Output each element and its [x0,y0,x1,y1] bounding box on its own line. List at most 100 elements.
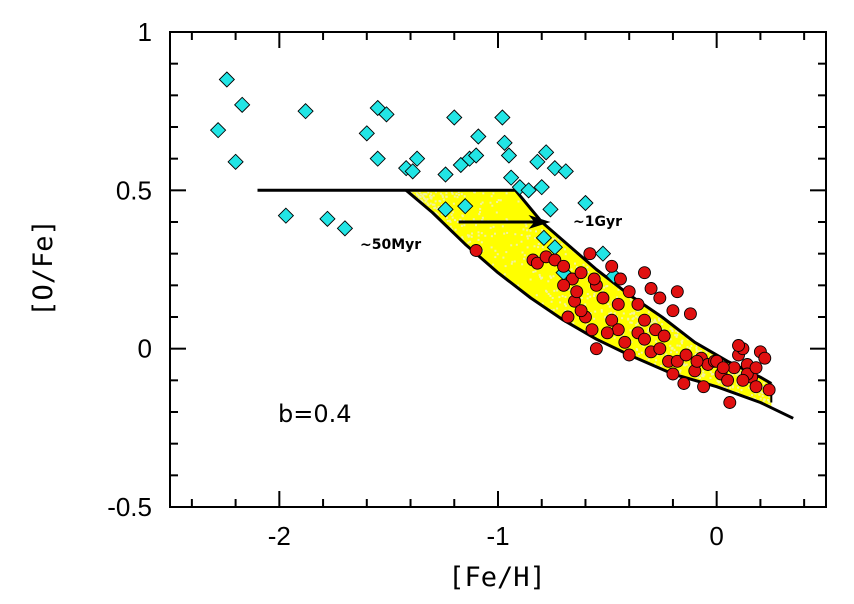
x-tick-label: -2 [268,521,291,551]
band-speckle [471,232,473,235]
circle-point [638,313,651,327]
band-speckle [466,234,469,237]
band-speckle [564,309,567,312]
circle-point [721,373,735,387]
diamond-point [542,201,559,218]
band-speckle [763,382,766,385]
diamond-point [336,220,354,237]
band-speckle [441,194,444,197]
band-speckle [682,362,685,365]
band-speckle [470,235,473,238]
band-speckle [658,319,661,322]
band-speckle [635,348,638,351]
band-speckle [425,193,428,196]
band-speckle [654,320,657,322]
band-speckle [731,386,734,389]
band-speckle [535,294,538,297]
band-speckle [650,319,653,322]
band-speckle [712,373,715,376]
band-speckle [699,377,701,379]
band-speckle [686,346,689,349]
circle-point [600,326,614,340]
band-speckle [472,218,475,221]
band-speckle [647,328,650,331]
band-speckle [662,328,664,331]
circle-point [611,323,625,337]
band-speckle [632,317,635,320]
circle-point [638,266,651,280]
band-speckle [430,197,433,200]
band-speckle [669,327,672,330]
band-speckle [589,295,592,298]
band-speckle [638,353,640,355]
circle-point [557,259,571,273]
circle-point [723,396,737,409]
band-speckle [419,196,422,199]
band-speckle [511,260,514,263]
band-speckle [545,290,548,293]
band-speckle [613,336,616,339]
band-speckle [610,312,613,315]
band-speckle [441,195,444,198]
band-speckle [665,353,668,356]
diamond-point [535,229,553,246]
band-speckle [702,373,704,376]
band-speckle [681,339,684,342]
band-speckle [586,297,589,300]
band-speckle [550,276,553,279]
diamond-point [470,128,487,145]
band-speckle [422,193,425,196]
band-speckle [454,228,457,231]
annotation-parameter: b=0.4 [278,400,352,428]
band-speckle [568,309,571,312]
band-speckle [550,300,553,303]
diamond-point [496,134,513,151]
band-speckle [415,193,418,195]
band-speckle [670,347,673,350]
y-axis-label: [O/Fe] [28,219,59,317]
band-speckle [426,202,429,205]
band-speckle [551,297,554,299]
band-speckle [552,308,555,311]
band-speckle [761,394,764,397]
circle-point [677,377,691,390]
lower-model-line [405,189,794,420]
band-speckle [601,290,604,293]
circle-point [585,323,599,337]
diamond-point [500,147,518,164]
band-speckle [506,219,509,222]
band-speckle [675,329,678,332]
band-speckle [460,224,463,227]
band-speckle [503,273,506,276]
circle-point [587,272,601,286]
band-speckle [767,400,770,403]
band-speckle [431,203,434,206]
band-speckle [430,192,432,195]
band-speckle [517,284,520,287]
band-speckle [759,390,762,393]
band-speckle [675,335,678,338]
circle-point [611,297,625,311]
band-speckle [480,241,483,244]
diamond-point [546,160,563,177]
band-speckle [454,219,456,222]
circle-point [614,272,627,286]
band-speckle [600,309,603,312]
band-speckle [559,301,562,304]
x-tick-label: 0 [709,521,723,551]
band-speckle [594,310,597,313]
band-speckle [457,191,460,193]
band-speckle [678,371,681,373]
band-speckle [526,235,529,238]
band-speckle [762,400,765,403]
band-speckle [503,232,506,235]
band-speckle [499,199,502,202]
diamond-point [446,109,463,126]
band-speckle [716,380,719,382]
band-speckle [655,359,658,362]
band-speckle [475,224,477,227]
band-speckle [768,395,771,398]
circle-point [618,335,632,349]
band-speckle [640,351,643,354]
circle-point [716,361,730,375]
